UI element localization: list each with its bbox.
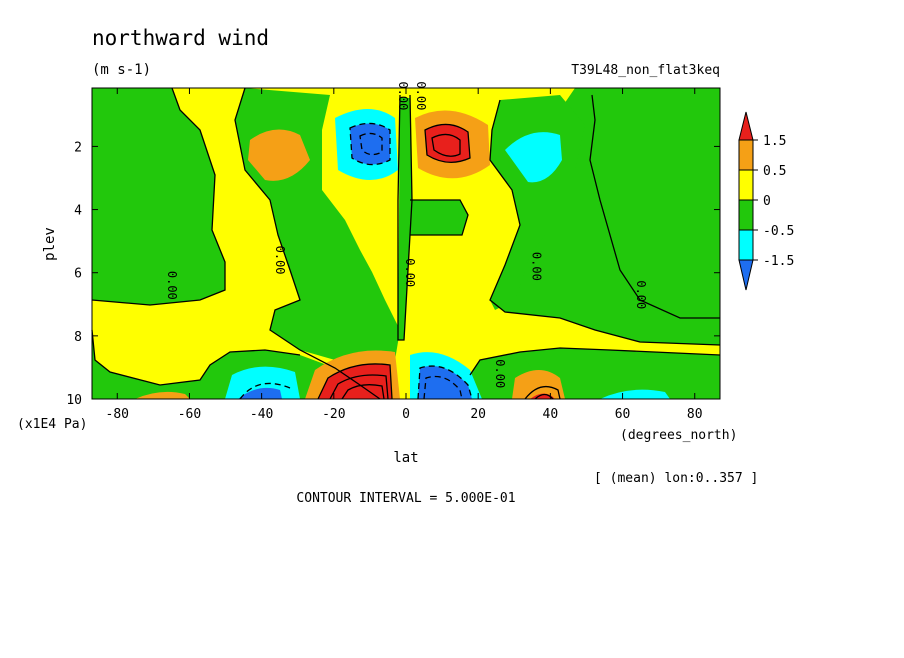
colorbar: 1.5 0.5 0 -0.5 -1.5 (738, 111, 794, 291)
contour-zero-left-inner (234, 87, 381, 400)
fill-orange-surface-left (135, 391, 190, 399)
colorbar-label: 1.5 (763, 134, 786, 149)
colorbar-segment (738, 229, 754, 261)
contour-neg-lower-2 (423, 375, 463, 400)
contour-pos-lower-2 (329, 374, 389, 400)
contour-zero-bottom (91, 329, 301, 386)
fill-cyan-surface-right (600, 389, 670, 399)
fill-green-bottom-left (92, 345, 160, 390)
x-tick-label: 40 (543, 407, 559, 422)
fill-cyan-upper-flank (505, 132, 562, 183)
contour-label: 0.00 (529, 252, 543, 281)
x-axis-label: lat (393, 450, 418, 466)
x-tick-label: -40 (250, 407, 273, 422)
fill-yellow-top-strip (365, 90, 440, 98)
fill-orange-upper-flank (248, 129, 310, 181)
contour-label: 0.00 (493, 359, 507, 388)
fill-green-center-strip (398, 95, 412, 340)
fill-blue-lower-right (418, 366, 472, 399)
contour-interval-text: CONTOUR INTERVAL = 5.000E-01 (296, 491, 515, 506)
colorbar-label: 0 (763, 194, 771, 209)
fill-orange-lower-flank (512, 370, 565, 399)
contour-lines (91, 87, 721, 400)
contour-neg-lower-1 (417, 365, 473, 400)
contour-label: 0.00 (273, 246, 287, 275)
y-ticks: 2 4 6 8 10 (66, 140, 720, 408)
contour-pos-upper (424, 123, 471, 163)
colorbar-label: -1.5 (763, 254, 794, 269)
experiment-label: T39L48_non_flat3keq (571, 63, 720, 78)
x-tick-label: 0 (402, 407, 410, 422)
contour-pos-lower-flank (524, 385, 561, 400)
contour-neg-lower-3 (239, 382, 291, 400)
chart-title: northward wind (92, 26, 269, 50)
y-axis-units: (x1E4 Pa) (17, 417, 87, 432)
contour-label: 0.00 (414, 81, 428, 110)
y-tick-label: 10 (66, 393, 82, 408)
y-tick-label: 6 (74, 267, 82, 282)
x-tick-label: -60 (178, 407, 201, 422)
contour-zero-left (91, 87, 226, 306)
x-tick-label: 60 (615, 407, 631, 422)
fill-blue-lower-flank (238, 387, 282, 399)
plot-area: 0.000.00 0.00 0.000.000.000.00 0.00 -80 -60-… (66, 81, 721, 422)
contour-zero-right-edge (589, 94, 720, 319)
fill-green-center-box (410, 200, 468, 235)
contour-label: 0.00 (634, 280, 648, 309)
fill-green-bottom-right (520, 348, 720, 399)
fill-green-right-edge (590, 90, 720, 318)
colorbar-segment (738, 199, 754, 231)
chart-units: (m s-1) (92, 62, 151, 78)
contour-neg-upper-2 (359, 132, 383, 156)
contour-label: 0.00 (396, 81, 410, 110)
contour-pos-lower-3 (341, 384, 385, 400)
y-axis-label: plev (42, 227, 58, 261)
x-tick-label: 20 (470, 407, 486, 422)
contour-zero-bottom-right (469, 347, 721, 376)
x-tick-label: -20 (322, 407, 345, 422)
contour-neg-upper (349, 122, 391, 166)
fill-blue-upper-left (350, 123, 390, 165)
y-tick-label: 8 (74, 330, 82, 345)
fill-red-upper-right (425, 124, 470, 163)
colorbar-arrow-top (738, 111, 754, 141)
contour-zero-right (489, 99, 721, 346)
fill-cyan-lower-flank (225, 366, 300, 399)
filled-contours (92, 88, 720, 399)
contour-label: 0.00 (165, 271, 179, 300)
contour-pos-upper-2 (431, 133, 461, 157)
x-ticks: -80 -60 -40 -20 0 20 40 60 80 (106, 88, 703, 422)
y-tick-label: 2 (74, 140, 82, 155)
x-tick-label: 80 (687, 407, 703, 422)
contour-labels: 0.00 0.00 0.00 0.00 0.00 0.00 0.00 0.00 (165, 81, 648, 388)
colorbar-segment (738, 169, 754, 201)
colorbar-arrow-bottom (738, 259, 754, 291)
mean-note: [ (mean) lon:0..357 ] (594, 471, 758, 486)
contour-label: 0.00 (403, 258, 417, 287)
fill-green-left-middle (92, 88, 225, 305)
contour-box (410, 199, 469, 236)
x-tick-label: -80 (106, 407, 129, 422)
contour-pos-lower-flank-2 (534, 393, 554, 400)
colorbar-segment (738, 139, 754, 171)
x-axis-units: (degrees_north) (620, 428, 737, 443)
contour-pos-lower-1 (317, 363, 393, 400)
contour-zero-center (397, 94, 413, 341)
y-tick-label: 4 (74, 204, 82, 219)
colorbar-label: 0.5 (763, 164, 786, 179)
colorbar-label: -0.5 (763, 224, 794, 239)
